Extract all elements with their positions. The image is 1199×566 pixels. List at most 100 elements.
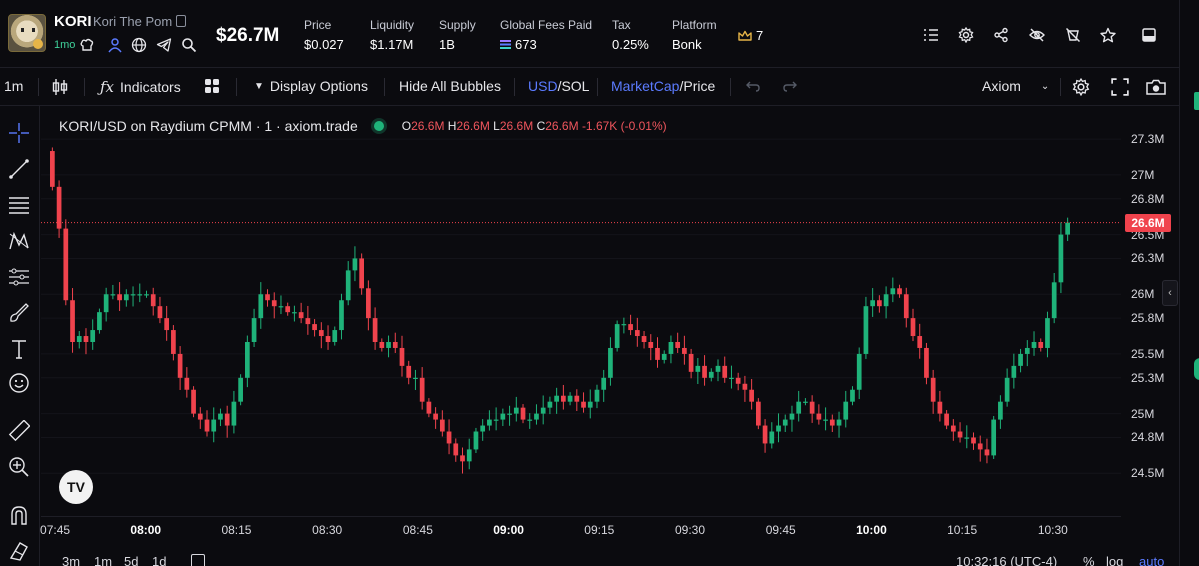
text-tool-icon[interactable] xyxy=(8,338,30,360)
candle[interactable] xyxy=(843,390,849,428)
chef-hat-icon[interactable] xyxy=(79,37,95,53)
eraser-icon[interactable] xyxy=(8,540,30,562)
candle[interactable] xyxy=(601,369,607,402)
camera-icon[interactable] xyxy=(1146,78,1166,96)
candle[interactable] xyxy=(480,419,486,441)
candle[interactable] xyxy=(251,308,257,348)
candle[interactable] xyxy=(466,438,472,470)
hide-bubbles-button[interactable]: Hide All Bubbles xyxy=(399,78,501,94)
candlestick-plot[interactable] xyxy=(41,106,1121,516)
candle[interactable] xyxy=(621,317,627,334)
candle[interactable] xyxy=(856,347,862,400)
sol-option[interactable]: SOL xyxy=(561,78,590,94)
fullscreen-icon[interactable] xyxy=(1111,78,1129,96)
candle[interactable] xyxy=(991,416,997,459)
candle[interactable] xyxy=(487,410,492,431)
redo-icon[interactable] xyxy=(782,78,798,94)
candle[interactable] xyxy=(150,287,156,316)
candle[interactable] xyxy=(971,432,976,450)
collapse-panel-button[interactable]: ‹ xyxy=(1162,280,1178,306)
candle[interactable] xyxy=(594,384,600,409)
candle[interactable] xyxy=(103,287,109,322)
candle[interactable] xyxy=(318,322,324,349)
candle[interactable] xyxy=(762,419,768,453)
candle[interactable] xyxy=(345,261,351,306)
candle[interactable] xyxy=(742,375,748,402)
marketcap-option[interactable]: MarketCap xyxy=(611,78,680,94)
candle[interactable] xyxy=(312,319,317,337)
candle[interactable] xyxy=(1011,353,1017,389)
candle[interactable] xyxy=(298,302,304,324)
candle[interactable] xyxy=(829,414,835,432)
candle[interactable] xyxy=(715,359,721,382)
candle[interactable] xyxy=(917,323,923,359)
candle[interactable] xyxy=(675,332,681,353)
candle[interactable] xyxy=(63,219,69,306)
star-icon[interactable] xyxy=(1100,27,1116,43)
eye-off-icon[interactable] xyxy=(1029,27,1045,43)
candle[interactable] xyxy=(547,396,553,415)
candle[interactable] xyxy=(749,379,754,410)
candle[interactable] xyxy=(930,369,936,414)
candle[interactable] xyxy=(211,407,217,443)
crosshair-icon[interactable] xyxy=(8,122,30,144)
candle[interactable] xyxy=(534,404,539,425)
candle[interactable] xyxy=(473,427,479,453)
candle[interactable] xyxy=(527,413,533,429)
candle[interactable] xyxy=(50,147,55,191)
candle[interactable] xyxy=(561,384,566,410)
candle[interactable] xyxy=(796,390,802,422)
candle[interactable] xyxy=(258,282,264,329)
candle[interactable] xyxy=(359,253,365,295)
candle[interactable] xyxy=(123,289,129,307)
candle[interactable] xyxy=(157,296,163,324)
candle[interactable] xyxy=(877,295,882,313)
panel-edge-button[interactable] xyxy=(1194,358,1199,380)
candle[interactable] xyxy=(850,386,855,406)
candle[interactable] xyxy=(924,342,929,385)
candle[interactable] xyxy=(271,292,277,319)
magnet-icon[interactable] xyxy=(8,504,30,526)
candle[interactable] xyxy=(755,398,761,430)
candle[interactable] xyxy=(648,334,654,361)
candle[interactable] xyxy=(1018,348,1023,373)
candle[interactable] xyxy=(581,392,586,413)
candle[interactable] xyxy=(110,284,116,300)
auto-toggle[interactable]: auto xyxy=(1139,554,1165,566)
candle[interactable] xyxy=(433,407,438,429)
brush-icon[interactable] xyxy=(8,302,30,324)
candle-type-icon[interactable] xyxy=(52,78,68,96)
candle[interactable] xyxy=(950,419,956,441)
candle[interactable] xyxy=(574,389,580,411)
calendar-icon[interactable] xyxy=(191,554,205,566)
candle[interactable] xyxy=(184,367,190,398)
candle[interactable] xyxy=(305,305,311,335)
candle[interactable] xyxy=(460,447,465,474)
log-toggle[interactable]: log xyxy=(1106,554,1124,566)
candle[interactable] xyxy=(76,331,82,349)
candle[interactable] xyxy=(708,368,714,382)
time-axis[interactable]: 07:45 08:00 08:15 08:30 08:45 09:00 09:15 09:30… xyxy=(40,516,1121,544)
price-chart[interactable]: KORI/USD on Raydium CPMM · 1 · axiom.tra… xyxy=(41,106,1121,516)
candle[interactable] xyxy=(729,365,734,389)
candle[interactable] xyxy=(789,405,795,432)
candle[interactable] xyxy=(392,332,398,353)
candle[interactable] xyxy=(379,338,385,352)
candle[interactable] xyxy=(977,435,983,462)
ruler-icon[interactable] xyxy=(8,419,31,442)
candle[interactable] xyxy=(587,389,593,419)
candle[interactable] xyxy=(500,408,506,427)
candle[interactable] xyxy=(325,325,331,350)
candle[interactable] xyxy=(339,293,344,340)
candle[interactable] xyxy=(984,438,990,464)
candle[interactable] xyxy=(628,314,633,336)
candle[interactable] xyxy=(218,408,223,427)
candle[interactable] xyxy=(1038,338,1044,352)
candle[interactable] xyxy=(769,422,775,449)
candle[interactable] xyxy=(1031,331,1037,356)
candle[interactable] xyxy=(776,413,781,443)
candle[interactable] xyxy=(782,414,788,432)
candle[interactable] xyxy=(224,405,230,438)
candle[interactable] xyxy=(957,422,963,443)
candle[interactable] xyxy=(56,180,62,238)
